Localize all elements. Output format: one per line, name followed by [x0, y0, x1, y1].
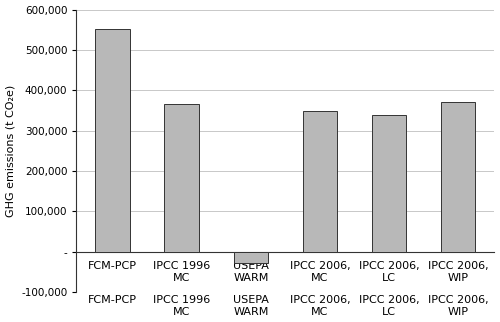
Text: USEPA
WARM: USEPA WARM: [233, 295, 269, 317]
Bar: [372, 115, 406, 252]
Bar: [302, 111, 337, 252]
Text: IPCC 1996
MC: IPCC 1996 MC: [153, 295, 210, 317]
Text: IPCC 2006,
WIP: IPCC 2006, WIP: [428, 295, 488, 317]
Y-axis label: GHG emissions (t CO₂e): GHG emissions (t CO₂e): [6, 85, 16, 217]
Bar: [96, 29, 130, 252]
Bar: [234, 252, 268, 263]
Bar: [441, 101, 476, 252]
Text: FCM-PCP: FCM-PCP: [88, 295, 137, 305]
Bar: [164, 104, 199, 252]
Text: IPCC 2006,
MC: IPCC 2006, MC: [290, 295, 350, 317]
Text: IPCC 2006,
LC: IPCC 2006, LC: [359, 295, 420, 317]
